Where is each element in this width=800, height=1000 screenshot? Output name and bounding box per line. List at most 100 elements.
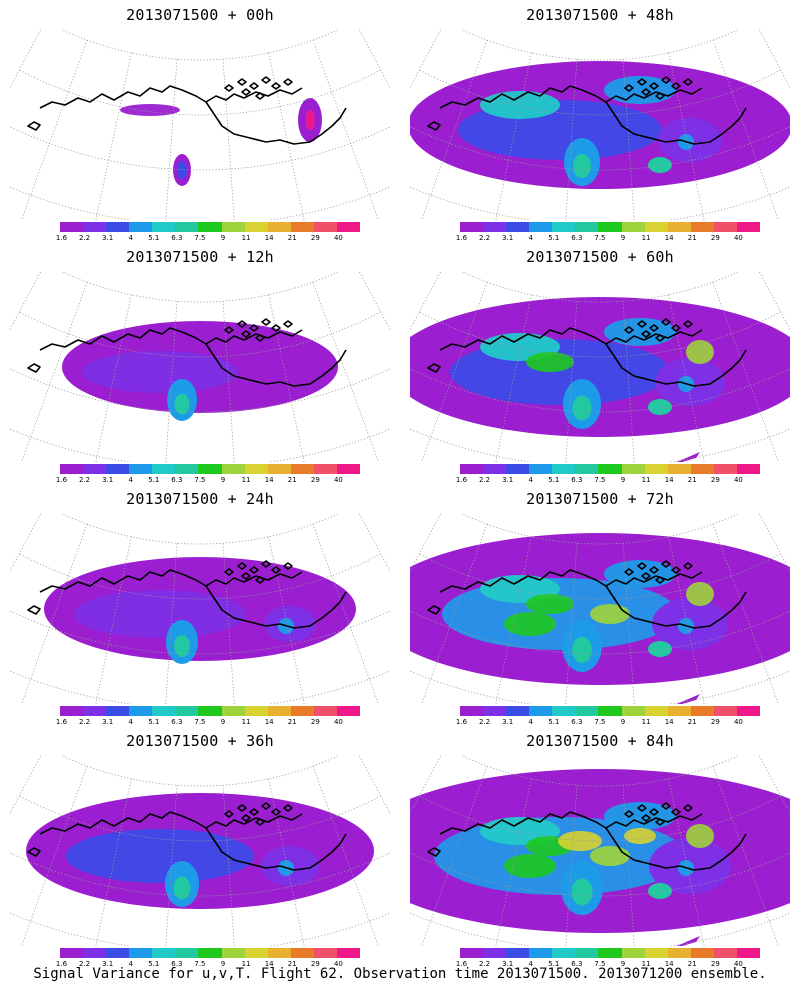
legend-swatch [506,222,530,232]
figure-caption: Signal Variance for u,v,T. Flight 62. Ob… [33,966,767,982]
legend-swatch [529,948,553,958]
legend-swatch [506,464,530,474]
legend-ticks: 1.6 2.2 3.1 4 5.1 6.3 7.5 9 11 14 21 29 40 [456,476,760,486]
legend-ticks: 1.6 2.2 3.1 4 5.1 6.3 7.5 9 11 14 21 29 40 [56,718,360,728]
legend-swatch [644,948,668,958]
legend-tick-label: 11 [241,234,251,242]
variance-map [10,756,390,946]
legend-tick-label: 40 [333,476,343,484]
legend-swatch [313,948,337,958]
legend-tick-label: 4 [128,960,133,968]
variance-map [10,30,390,220]
legend-swatch [736,464,761,474]
legend-swatch [552,222,576,232]
legend-swatch [106,706,130,716]
legend-swatch [106,222,130,232]
legend-tick-label: 14 [664,234,674,242]
legend-tick-label: 1.6 [55,476,68,484]
legend-tick-label: 4 [528,234,533,242]
coastline [427,76,747,145]
color-legend [460,706,761,716]
legend-tick-label: 5.1 [548,960,560,968]
legend-tick-label: 9 [220,718,226,726]
legend-tick-label: 14 [664,718,674,726]
legend-tick-label: 9 [220,960,226,968]
legend-swatch [129,222,153,232]
legend-swatch [106,948,130,958]
legend-tick-label: 7.5 [594,476,606,484]
legend-tick-label: 21 [287,960,297,968]
legend-swatch [460,706,484,716]
legend-tick-label: 7.5 [194,234,206,242]
legend-tick-label: 9 [620,476,626,484]
legend-tick-label: 1.6 [455,234,468,242]
legend-swatch [152,222,176,232]
legend-tick-label: 4 [128,718,133,726]
legend-swatch [598,948,622,958]
legend-swatch [644,706,668,716]
legend-tick-label: 2.2 [78,476,91,484]
legend-tick-label: 5.1 [148,960,160,968]
legend-swatch [106,464,130,474]
legend-swatch [483,222,507,232]
legend-tick-label: 3.1 [502,234,514,242]
color-legend [460,948,761,958]
legend-tick-label: 29 [310,476,320,484]
legend-swatch [529,464,553,474]
legend-swatch [667,706,691,716]
variance-map [410,272,790,462]
legend-tick-label: 11 [241,960,251,968]
legend-tick-label: 14 [264,960,274,968]
legend-tick-label: 11 [641,718,651,726]
legend-swatch [483,948,507,958]
legend-tick-label: 6.3 [171,476,183,484]
variance-field [410,769,790,946]
legend-swatch [198,464,222,474]
legend-swatch [621,706,645,716]
legend-swatch [460,464,484,474]
legend-tick-label: 29 [710,234,720,242]
legend-tick-label: 6.3 [171,718,183,726]
legend-tick-label: 5.1 [548,718,560,726]
legend-ticks: 1.6 2.2 3.1 4 5.1 6.3 7.5 9 11 14 21 29 40 [56,960,360,970]
legend-swatch [621,464,645,474]
legend-tick-label: 5.1 [548,234,560,242]
legend-tick-label: 3.1 [102,234,114,242]
legend-tick-label: 40 [733,718,743,726]
legend-tick-label: 1.6 [455,718,468,726]
legend-tick-label: 5.1 [548,476,560,484]
legend-swatch [290,706,314,716]
coastline [427,318,747,387]
legend-tick-label: 1.6 [55,718,68,726]
legend-swatch [336,948,361,958]
map-panel: 2013071500 + 84h 1.6 2.2 3.1 4 5.1 6.3 7.5 9 11 14… [400,726,800,971]
legend-tick-label: 6.3 [171,960,183,968]
legend-ticks: 1.6 2.2 3.1 4 5.1 6.3 7.5 9 11 14 21 29 40 [56,234,360,244]
legend-tick-label: 7.5 [594,234,606,242]
coastline [427,802,747,871]
legend-tick-label: 1.6 [455,960,468,968]
legend-tick-label: 11 [241,718,251,726]
map-panel: 2013071500 + 60h 1.6 2.2 3.1 4 5.1 6.3 7.5 9 11 14… [400,242,800,487]
legend-swatch [483,464,507,474]
legend-tick-label: 14 [264,234,274,242]
legend-swatch [667,948,691,958]
legend-swatch [460,948,484,958]
panel-title: 2013071500 + 12h [126,248,274,266]
legend-tick-label: 4 [528,960,533,968]
graticule [10,514,390,704]
legend-tick-label: 9 [620,234,626,242]
legend-swatch [244,948,268,958]
legend-swatch [506,948,530,958]
legend-swatch [198,222,222,232]
legend-tick-label: 3.1 [102,718,114,726]
legend-tick-label: 29 [710,960,720,968]
legend-tick-label: 7.5 [194,476,206,484]
panel-title: 2013071500 + 72h [526,490,674,508]
variance-map [10,514,390,704]
legend-swatch [736,706,761,716]
color-legend [60,706,361,716]
legend-tick-label: 6.3 [571,718,583,726]
panel-title: 2013071500 + 24h [126,490,274,508]
legend-swatch [83,948,107,958]
